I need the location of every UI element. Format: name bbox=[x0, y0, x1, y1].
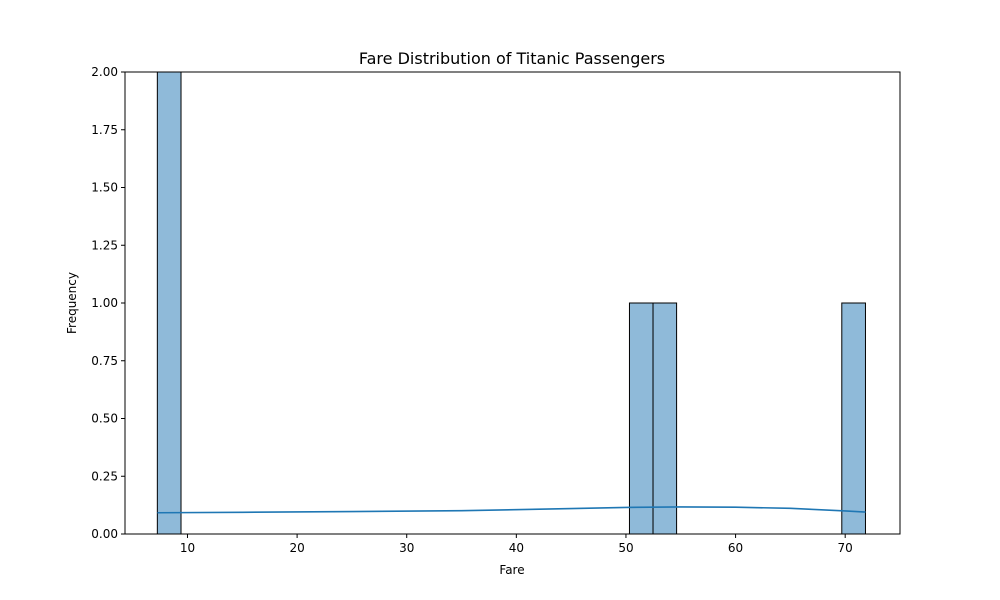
x-tick-label: 60 bbox=[728, 541, 743, 555]
x-tick-label: 70 bbox=[838, 541, 853, 555]
y-tick-label: 1.75 bbox=[91, 123, 118, 137]
histogram-bar-3 bbox=[841, 302, 866, 535]
histogram-bar-1 bbox=[628, 302, 654, 535]
x-tick-label: 30 bbox=[399, 541, 414, 555]
x-axis-label: Fare bbox=[499, 563, 524, 577]
y-tick-label: 0.50 bbox=[91, 412, 118, 426]
y-tick-label: 0.75 bbox=[91, 354, 118, 368]
histogram-bar-0 bbox=[156, 71, 182, 535]
x-tick-label: 40 bbox=[509, 541, 524, 555]
y-axis-label: Frequency bbox=[65, 272, 79, 334]
y-tick-label: 2.00 bbox=[91, 65, 118, 79]
y-tick-label: 0.25 bbox=[91, 469, 118, 483]
y-tick-label: 0.00 bbox=[91, 527, 118, 541]
x-tick-label: 20 bbox=[289, 541, 304, 555]
kde-line bbox=[157, 506, 866, 514]
y-tick-label: 1.50 bbox=[91, 181, 118, 195]
x-axis: 10 20 30 40 50 60 70 bbox=[180, 534, 853, 555]
plot-area bbox=[156, 71, 866, 535]
plot-frame bbox=[124, 71, 901, 535]
y-tick-label: 1.25 bbox=[91, 238, 118, 252]
histogram-bar-2 bbox=[652, 302, 678, 535]
x-tick-label: 10 bbox=[180, 541, 195, 555]
y-tick-label: 1.00 bbox=[91, 296, 118, 310]
x-tick-label: 50 bbox=[618, 541, 633, 555]
chart-title: Fare Distribution of Titanic Passengers bbox=[359, 49, 665, 68]
y-axis: 0.00 0.25 0.50 0.75 1.00 1.25 1.50 1.75 2.00 bbox=[91, 65, 125, 541]
